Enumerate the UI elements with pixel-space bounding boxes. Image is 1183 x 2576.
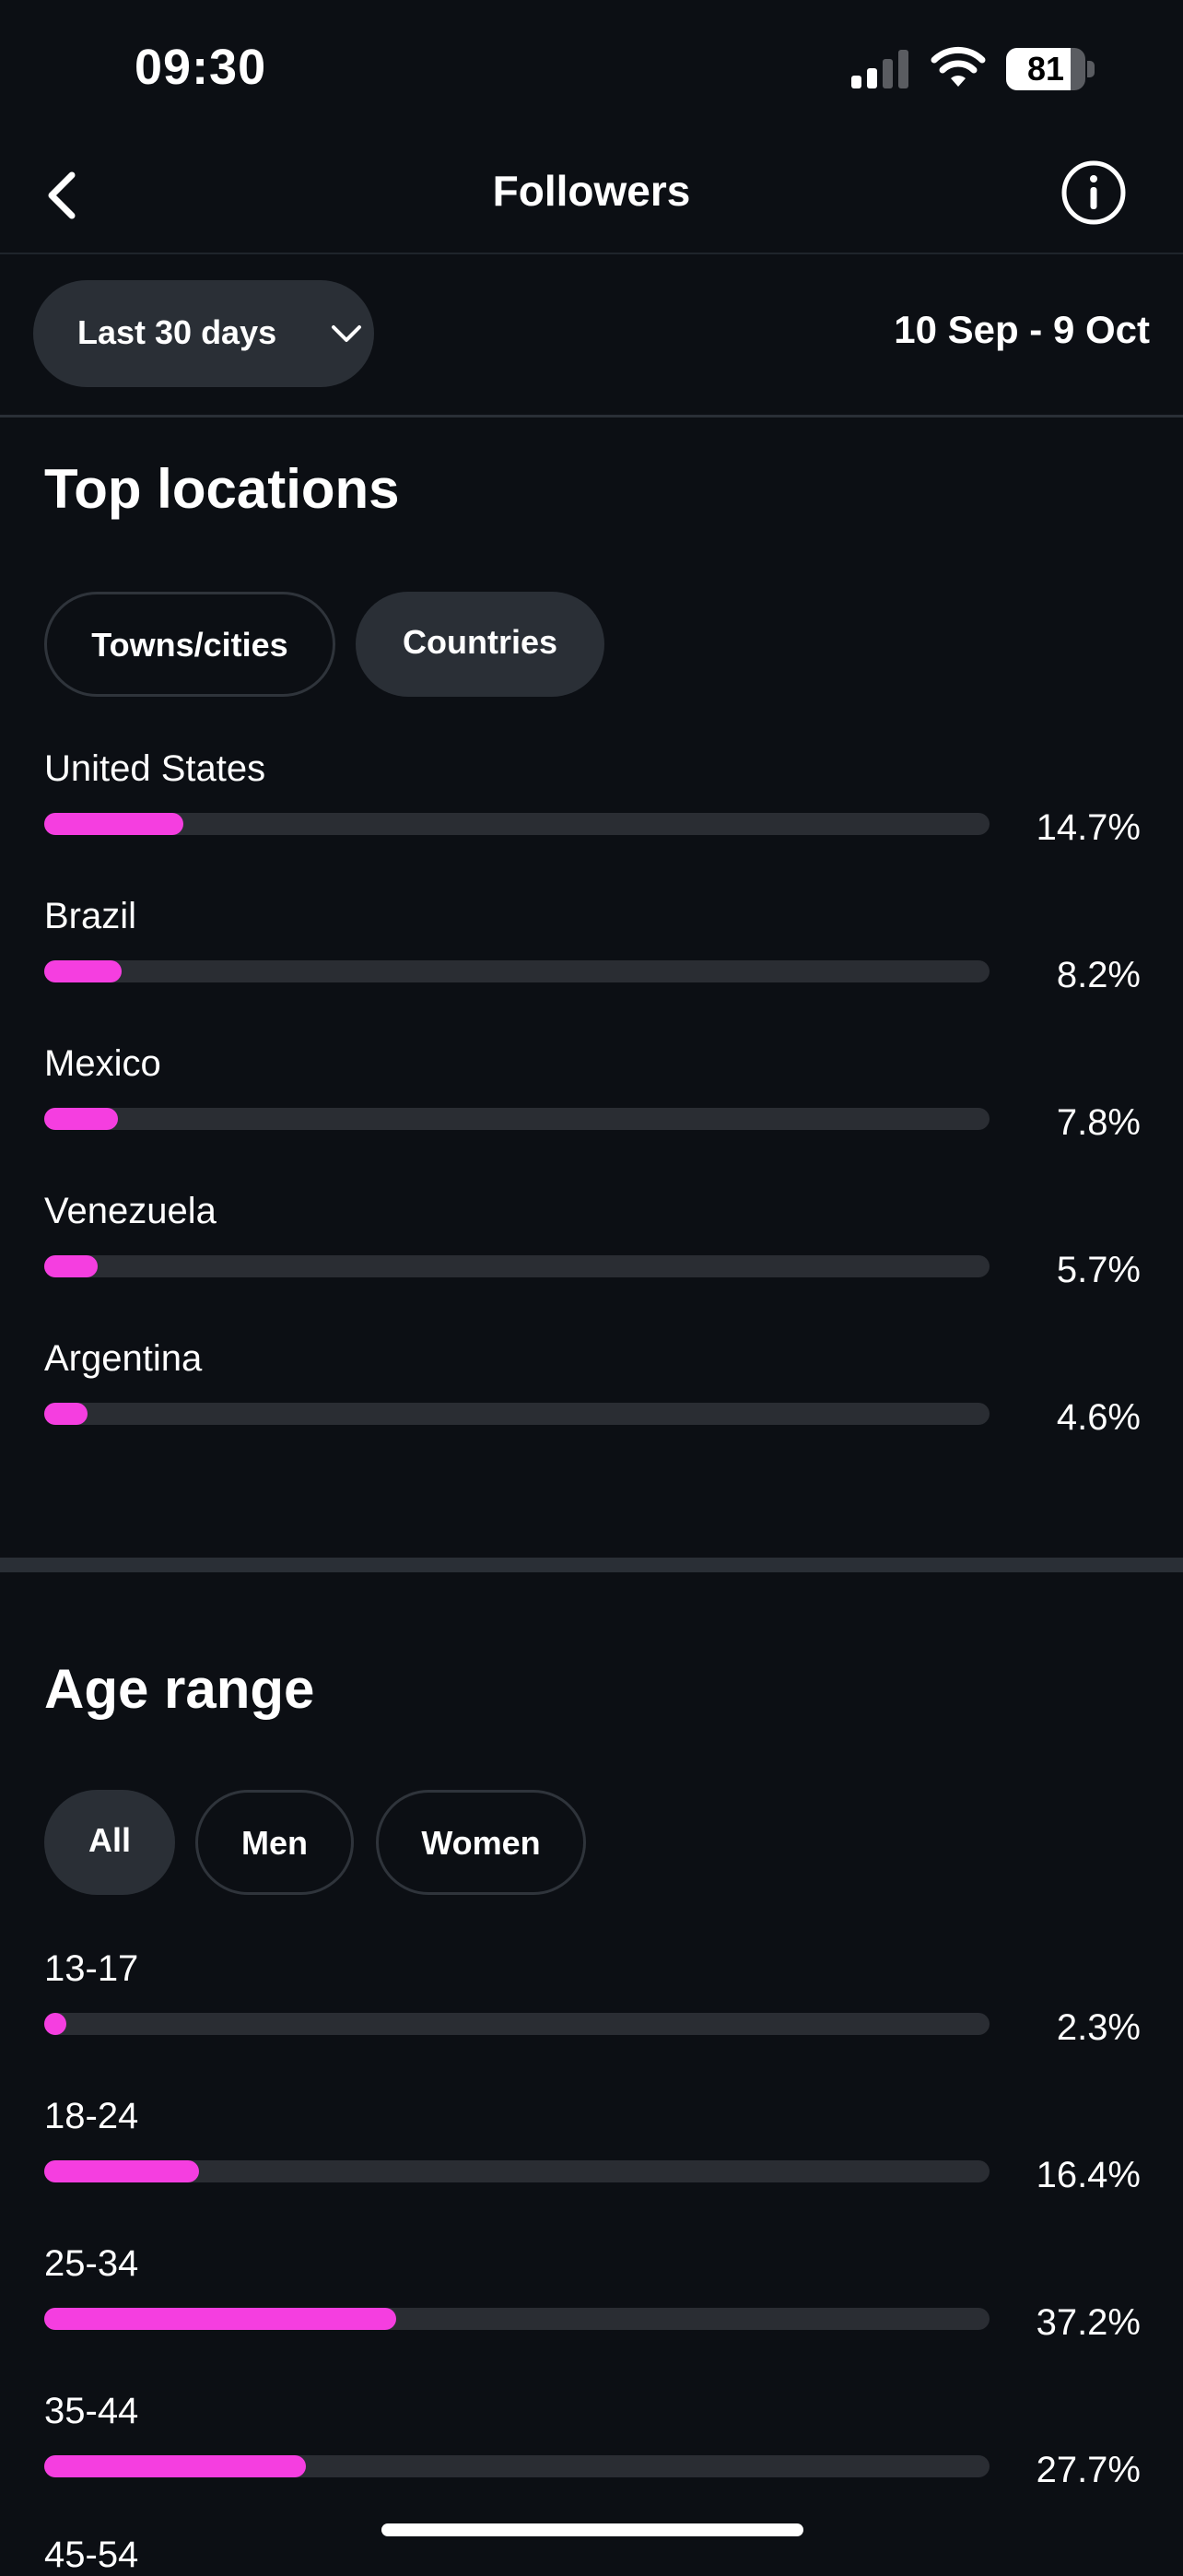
section-divider xyxy=(0,1558,1183,1572)
date-filter-dropdown[interactable]: Last 30 days xyxy=(33,280,374,387)
date-range-text: 10 Sep - 9 Oct xyxy=(894,308,1150,351)
age-percent: 37.2% xyxy=(1036,2302,1141,2343)
battery-level xyxy=(1006,48,1071,90)
age-range-label: 18-24 xyxy=(44,2096,139,2136)
tab-towns-cities[interactable]: Towns/cities xyxy=(44,592,335,697)
percent-bar-track xyxy=(44,2308,990,2330)
percent-bar-fill xyxy=(44,2455,307,2477)
percent-bar-track xyxy=(44,2013,990,2035)
location-percent: 8.2% xyxy=(1056,955,1141,995)
tab-all[interactable]: All xyxy=(44,1790,175,1895)
date-range-row: Last 30 days 10 Sep - 9 Oct xyxy=(0,254,1183,418)
location-row-brazil: Brazil 8.2% xyxy=(44,896,1141,997)
back-arrow-icon[interactable] xyxy=(29,160,100,230)
age-row-35-44: 35-44 27.7% xyxy=(44,2391,1141,2492)
age-range-title: Age range xyxy=(44,1658,315,1720)
tab-countries[interactable]: Countries xyxy=(356,592,604,697)
status-bar: 09:30 81 xyxy=(0,0,1183,138)
wifi-icon xyxy=(931,46,986,87)
age-row-18-24: 18-24 16.4% xyxy=(44,2096,1141,2197)
battery-icon: 81 xyxy=(1006,48,1095,90)
age-range-label: 25-34 xyxy=(44,2243,139,2284)
tab-women[interactable]: Women xyxy=(376,1790,586,1895)
home-indicator[interactable] xyxy=(381,2523,803,2536)
location-row-united-states: United States 14.7% xyxy=(44,748,1141,850)
page-title: Followers xyxy=(492,167,691,215)
location-percent: 4.6% xyxy=(1056,1397,1141,1438)
percent-bar-track xyxy=(44,2455,990,2477)
age-percent: 2.3% xyxy=(1056,2007,1141,2048)
age-range-label: 13-17 xyxy=(44,1948,139,1989)
location-percent: 14.7% xyxy=(1036,807,1141,848)
percent-bar-fill xyxy=(44,813,183,835)
age-row-25-34: 25-34 37.2% xyxy=(44,2243,1141,2345)
battery-percent: 81 xyxy=(1026,50,1065,88)
location-name: Venezuela xyxy=(44,1191,217,1231)
percent-bar-track xyxy=(44,2160,990,2182)
tab-men[interactable]: Men xyxy=(195,1790,354,1895)
percent-bar-fill xyxy=(44,1255,99,1277)
location-row-venezuela: Venezuela 5.7% xyxy=(44,1191,1141,1292)
percent-bar-fill xyxy=(44,2160,200,2182)
chevron-down-icon xyxy=(332,325,361,342)
percent-bar-track xyxy=(44,813,990,835)
location-row-argentina: Argentina 4.6% xyxy=(44,1338,1141,1440)
info-icon[interactable] xyxy=(1060,159,1128,227)
percent-bar-fill xyxy=(44,2013,66,2035)
location-row-mexico: Mexico 7.8% xyxy=(44,1043,1141,1145)
percent-bar-track xyxy=(44,1403,990,1425)
location-name: United States xyxy=(44,748,266,789)
location-percent: 7.8% xyxy=(1056,1102,1141,1143)
date-filter-label: Last 30 days xyxy=(77,313,277,351)
location-percent: 5.7% xyxy=(1056,1250,1141,1290)
top-locations-title: Top locations xyxy=(44,458,400,520)
location-name: Mexico xyxy=(44,1043,161,1084)
age-range-label: 45-54 xyxy=(44,2535,139,2575)
age-percent: 16.4% xyxy=(1036,2155,1141,2195)
percent-bar-track xyxy=(44,1108,990,1130)
nav-header: Followers xyxy=(0,138,1183,254)
status-time: 09:30 xyxy=(135,40,267,95)
age-range-label: 35-44 xyxy=(44,2391,139,2431)
location-name: Brazil xyxy=(44,896,137,936)
percent-bar-track xyxy=(44,960,990,982)
age-percent: 27.7% xyxy=(1036,2450,1141,2490)
percent-bar-fill xyxy=(44,1403,88,1425)
age-row-13-17: 13-17 2.3% xyxy=(44,1948,1141,2050)
percent-bar-fill xyxy=(44,960,123,982)
location-name: Argentina xyxy=(44,1338,203,1379)
percent-bar-fill xyxy=(44,1108,119,1130)
percent-bar-track xyxy=(44,1255,990,1277)
cellular-signal-icon xyxy=(851,50,908,88)
percent-bar-fill xyxy=(44,2308,396,2330)
